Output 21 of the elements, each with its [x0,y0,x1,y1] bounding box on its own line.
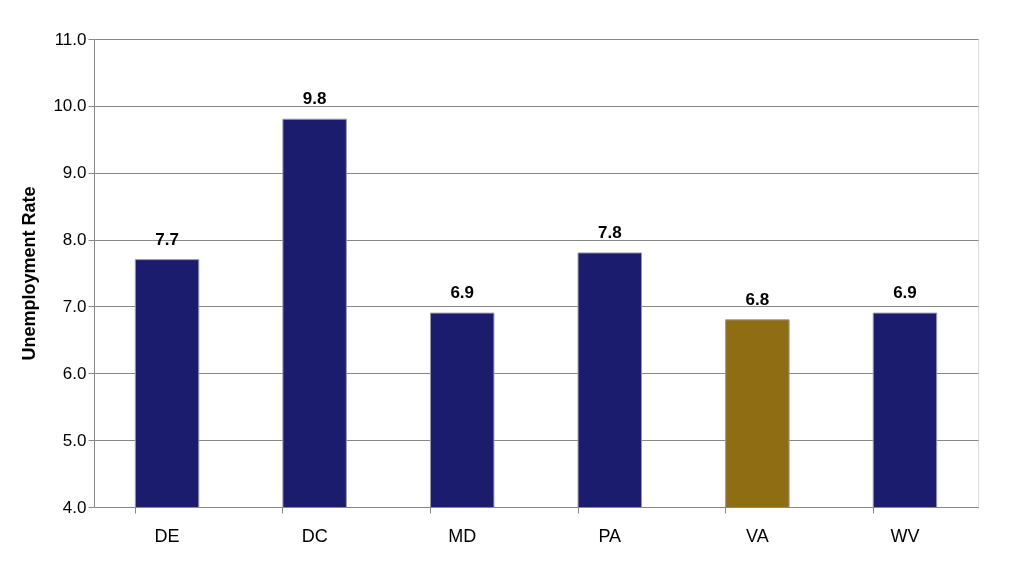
data-label: 9.8 [302,89,327,109]
y-tick-label: 5.0 [62,430,87,450]
data-label: 6.9 [893,283,917,303]
y-tick-label: 6.0 [62,363,87,383]
x-tick-label: MD [448,525,477,546]
x-tick-label: PA [598,525,622,546]
y-tick-label: 7.0 [62,296,87,316]
y-axis-title: Unemployment Rate [19,186,40,361]
y-tick-label: 10.0 [53,96,87,116]
y-tick-label: 4.0 [62,497,87,517]
x-tick-label: DC [301,525,328,546]
x-tick-label: DE [154,525,180,546]
data-label: 6.9 [450,283,475,303]
data-label: 6.8 [745,289,770,309]
y-tick-label: 11.0 [54,29,87,49]
x-tick-label: WV [890,525,920,546]
data-label: 7.8 [597,222,622,242]
y-tick-label: 8.0 [62,230,87,250]
data-label: 7.7 [155,229,179,249]
x-tick-label: VA [746,525,769,546]
y-tick-label: 9.0 [62,163,87,183]
